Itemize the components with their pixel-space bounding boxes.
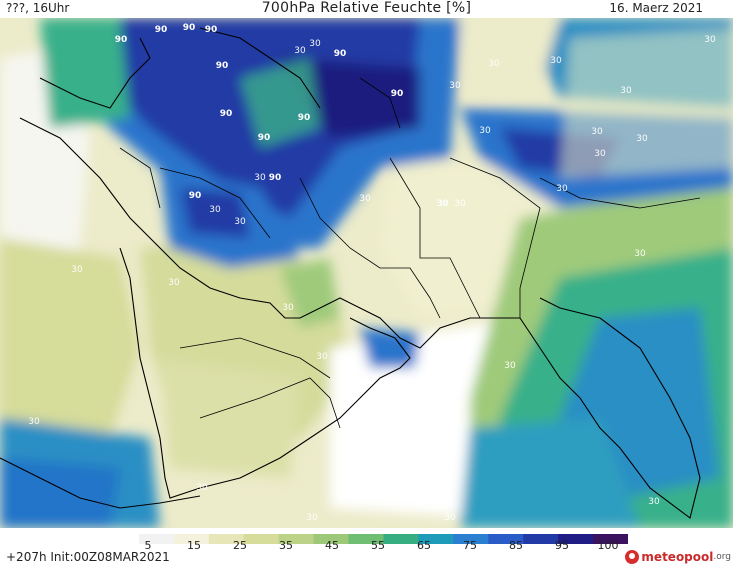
contour-label: 30 xyxy=(620,86,632,96)
colorbar-tick-label: 75 xyxy=(463,539,477,552)
contour-label: 90 xyxy=(155,25,168,35)
contour-label: 30 xyxy=(316,352,328,362)
contour-label: 90 xyxy=(258,133,271,143)
contour-label: 90 xyxy=(298,113,311,123)
colorbar-step xyxy=(278,534,315,544)
contour-label: 90 xyxy=(269,173,282,183)
contour-label: 30 xyxy=(550,56,562,66)
contour-label: 30 xyxy=(454,199,466,209)
contour-label: 30 xyxy=(636,134,648,144)
colorbar-step xyxy=(418,534,454,544)
meteopool-logo-icon xyxy=(625,550,640,564)
contour-label: 30 xyxy=(444,513,456,523)
contour-label: 30 xyxy=(634,249,646,259)
colorbar-step xyxy=(104,534,140,544)
colorbar-step xyxy=(243,534,280,544)
colorbar-step xyxy=(488,534,524,544)
contour-label: 30 xyxy=(71,265,83,275)
colorbar-step xyxy=(348,534,384,544)
contour-label: 30 xyxy=(479,126,491,136)
init-time-label: +207h Init:00Z08MAR2021 xyxy=(6,550,170,564)
colorbar-tick-label: 25 xyxy=(233,539,247,552)
contour-label: 30 xyxy=(168,278,180,288)
colorbar-tick-label: 55 xyxy=(371,539,385,552)
contour-label: 30 xyxy=(196,483,208,493)
colorbar-tick-label: 100 xyxy=(597,539,619,552)
contour-label: 90 xyxy=(334,49,347,59)
contour-label: 30 xyxy=(209,205,221,215)
header: ???, 16Uhr 700hPa Relative Feuchte [%] 1… xyxy=(0,0,733,18)
contour-label: 90 xyxy=(183,23,196,33)
footer: +207h Init:00Z08MAR2021 meteopool .org xyxy=(0,548,733,566)
colorbar-ticks: 5 15 25 35 45 55 65 75 85 95 100 xyxy=(0,539,733,553)
contour-label: 30 xyxy=(436,199,448,209)
colorbar-step xyxy=(138,534,175,544)
colorbar-tick-label: 5 xyxy=(144,539,152,552)
contour-label: 30 xyxy=(504,361,516,371)
colorbar-tick-label: 45 xyxy=(325,539,339,552)
contour-label: 30 xyxy=(488,59,500,69)
contour-label: 90 xyxy=(216,61,229,71)
colorbar-step xyxy=(558,534,594,544)
contour-label: 30 xyxy=(254,173,266,183)
colorbar-tick-label: 15 xyxy=(187,539,201,552)
logo-tld: .org xyxy=(713,552,731,562)
contour-label: 90 xyxy=(391,89,404,99)
colorbar-step xyxy=(173,534,210,544)
colorbar-step xyxy=(523,534,559,544)
logo-brand: meteopool xyxy=(641,550,714,564)
humidity-field xyxy=(0,18,733,528)
colorbar-tick-label: 85 xyxy=(509,539,523,552)
contour-label: 90 xyxy=(220,109,233,119)
valid-date: 16. Maerz 2021 xyxy=(609,1,703,15)
colorbar xyxy=(104,529,629,544)
contour-label: 30 xyxy=(359,194,371,204)
map-title: 700hPa Relative Feuchte [%] xyxy=(261,0,472,16)
contour-label: 30 xyxy=(282,303,294,313)
colorbar-step xyxy=(313,534,350,544)
contour-label: 30 xyxy=(556,184,568,194)
contour-label: 30 xyxy=(309,39,321,49)
run-time-label: ???, 16Uhr xyxy=(6,1,70,15)
colorbar-tick-label: 35 xyxy=(279,539,293,552)
contour-label: 30 xyxy=(28,417,40,427)
contour-label: 30 xyxy=(359,377,371,387)
contour-label: 30 xyxy=(594,149,606,159)
contour-label: 30 xyxy=(234,217,246,227)
contour-label: 30 xyxy=(306,513,318,523)
borders xyxy=(119,77,701,429)
contour-label: 90 xyxy=(205,25,218,35)
contour-label: 90 xyxy=(189,191,202,201)
contour-label: 30 xyxy=(648,497,660,507)
meteopool-logo[interactable]: meteopool .org xyxy=(625,548,731,566)
contour-label: 30 xyxy=(294,46,306,56)
colorbar-tick-label: 95 xyxy=(555,539,569,552)
colorbar-step xyxy=(593,534,629,544)
contour-label: 30 xyxy=(449,81,461,91)
colorbar-step xyxy=(383,534,419,544)
colorbar-step xyxy=(453,534,489,544)
colorbar-tick-label: 65 xyxy=(417,539,431,552)
contour-label: 30 xyxy=(591,127,603,137)
colorbar-step xyxy=(208,534,245,544)
contour-label: 90 xyxy=(115,35,128,45)
colorbar-ramp xyxy=(104,534,629,544)
contour-label: 30 xyxy=(437,199,449,209)
contour-label: 30 xyxy=(704,35,716,45)
coastlines xyxy=(0,27,701,519)
